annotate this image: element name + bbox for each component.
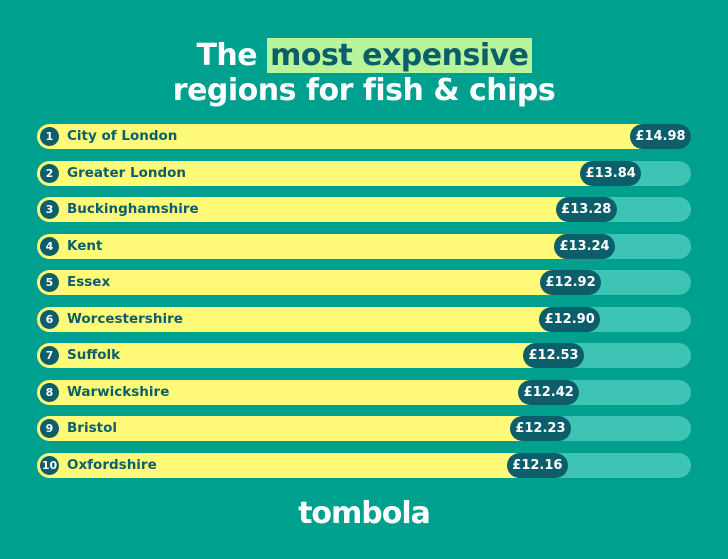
region-label: Warwickshire [67, 383, 170, 400]
bar-row: 3 Buckinghamshire £13.28 [37, 197, 691, 222]
rank-badge: 9 [40, 419, 59, 438]
rank-badge: 4 [40, 236, 59, 256]
value-label: £12.23 [509, 416, 571, 441]
value-label: £12.92 [540, 270, 602, 295]
bar [37, 416, 541, 441]
rank-badge: 3 [40, 200, 59, 219]
bar [37, 306, 571, 332]
region-label: Greater London [67, 164, 187, 181]
region-label: Kent [67, 237, 103, 254]
value-label: £13.24 [554, 233, 616, 259]
bar-row: 2 Greater London £13.84 [37, 160, 691, 186]
bar [37, 379, 550, 405]
bar-row: 10 Oxfordshire £12.16 [37, 452, 691, 478]
value-label: £12.90 [539, 306, 601, 332]
bar [37, 343, 555, 368]
bar-row: 1 City of London £14.98 [37, 124, 691, 149]
chart-title-line1: The most expensive [0, 38, 728, 74]
value-label: £12.42 [518, 379, 580, 405]
rank-badge: 10 [40, 455, 59, 475]
value-label: £13.28 [555, 197, 617, 222]
value-label: £12.53 [523, 343, 585, 368]
bar-row: 8 Warwickshire £12.42 [37, 379, 691, 405]
rank-badge: 7 [40, 346, 59, 365]
rank-badge: 1 [40, 127, 59, 146]
bar [37, 233, 586, 259]
region-label: Worcestershire [67, 310, 183, 327]
region-label: City of London [67, 128, 178, 144]
bar-row: 6 Worcestershire £12.90 [37, 306, 691, 332]
region-label: Essex [67, 274, 111, 290]
region-label: Bristol [67, 420, 117, 436]
region-label: Oxfordshire [67, 456, 157, 473]
value-label: £12.16 [506, 452, 568, 478]
rank-badge: 2 [40, 163, 59, 183]
chart-title-line2: regions for fish & chips [172, 73, 556, 108]
bar-row: 9 Bristol £12.23 [37, 416, 691, 441]
bar [37, 452, 538, 478]
rank-badge: 8 [40, 382, 59, 402]
bar-row: 5 Essex £12.92 [37, 270, 691, 295]
bar-row: 7 Suffolk £12.53 [37, 343, 691, 368]
value-label: £14.98 [630, 124, 691, 149]
region-label: Suffolk [67, 347, 121, 363]
bar [37, 160, 612, 186]
bar [37, 270, 572, 295]
rank-badge: 5 [40, 273, 59, 292]
region-label: Buckinghamshire [67, 201, 199, 217]
title-highlight: most expensive [267, 38, 532, 73]
tombola-logo: tombola [298, 496, 431, 531]
bar-row: 4 Kent £13.24 [37, 233, 691, 259]
bar [37, 197, 587, 222]
value-label: £13.84 [580, 160, 642, 186]
rank-badge: 6 [40, 309, 59, 329]
title-prefix: The [196, 38, 258, 73]
bar [37, 124, 661, 149]
